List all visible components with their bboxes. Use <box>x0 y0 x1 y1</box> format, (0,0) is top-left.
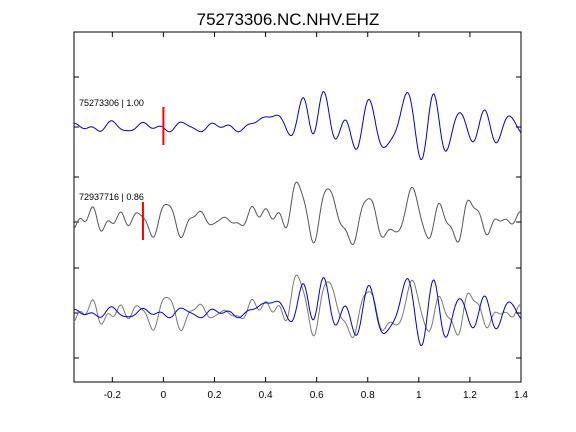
chart-title: 75273306.NC.NHV.EHZ <box>197 10 380 29</box>
x-tick-label: 1.2 <box>463 390 477 401</box>
tick-layer: -0.2 0 0.2 0.4 0.6 0.8 1 1.2 1.4 <box>74 32 528 401</box>
overlay-match-line <box>73 274 522 339</box>
traces-layer <box>73 91 522 347</box>
trace-template-label: 75273306 | 1.00 <box>79 98 144 108</box>
x-tick-label: 1.4 <box>514 390 528 401</box>
x-tick-label: 1 <box>416 390 422 401</box>
x-tick-label: -0.2 <box>104 390 122 401</box>
trace-labels-layer: 75273306 | 1.00 72937716 | 0.86 <box>79 98 144 202</box>
trace-match-label: 72937716 | 0.86 <box>79 192 144 202</box>
x-tick-label: 0.4 <box>259 390 273 401</box>
trace-match-line <box>73 181 522 246</box>
trace-template-line <box>74 91 522 161</box>
x-tick-label: 0 <box>161 390 167 401</box>
plot-frame <box>73 31 522 383</box>
x-tick-label: 0.6 <box>310 390 324 401</box>
x-tick-label: 0.8 <box>361 390 375 401</box>
x-tick-label: 0.2 <box>208 390 222 401</box>
overlay-template-line <box>74 277 522 347</box>
